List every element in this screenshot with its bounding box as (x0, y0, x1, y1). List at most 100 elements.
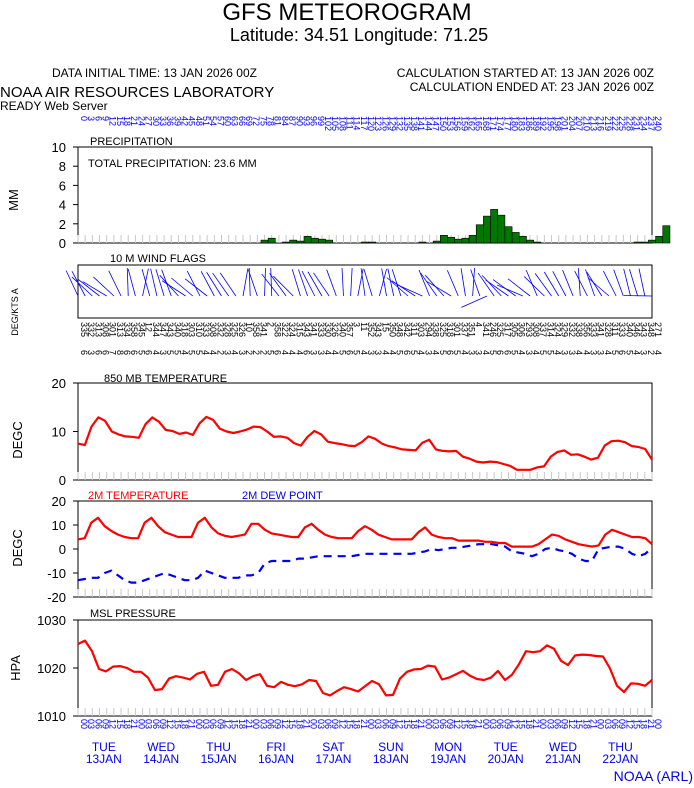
wind-direction-label: 333 (617, 322, 627, 337)
wind-flag (65, 270, 79, 297)
day-of-week-label: THU (608, 740, 633, 754)
wind-flag (446, 270, 459, 297)
utc-hour-label: 06 (553, 719, 563, 729)
forecast-hour-label: 174 (495, 116, 505, 131)
wind-direction-label: 324 (287, 322, 297, 337)
org-name: NOAA AIR RESOURCES LABORATORY (0, 84, 274, 101)
wind-flag (461, 295, 488, 308)
precip-bar (303, 235, 312, 244)
utc-hour-label: 03 (373, 719, 383, 729)
precip-bar (289, 239, 298, 244)
forecast-hour-label: 204 (567, 116, 577, 131)
wind-speed-label: 3 (423, 350, 433, 355)
wind-direction-label: 311 (610, 322, 620, 336)
wind-flag (534, 273, 552, 297)
precip-bar (648, 239, 656, 244)
forecast-hour-label: 72 (251, 116, 261, 126)
wind-flag (161, 280, 186, 297)
wind-direction-label: 332 (215, 322, 225, 337)
wind-direction-label: 314 (545, 322, 555, 337)
forecast-hour-label: 57 (215, 116, 225, 126)
forecast-hour-label: 93 (301, 116, 311, 126)
wind-direction-label: 271 (653, 322, 663, 337)
utc-hour-label: 21 (531, 719, 541, 729)
wind-speed-label: 5 (337, 350, 347, 355)
precip-bar (640, 241, 649, 244)
wind-flag (270, 268, 273, 297)
day-of-week-label: SUN (378, 740, 403, 754)
wind-speed-label: 5 (187, 350, 197, 355)
wind-flag (496, 284, 524, 297)
wind-direction-label: 347 (158, 322, 168, 337)
utc-hour-label: 21 (416, 719, 426, 729)
utc-hour-label: 00 (309, 719, 319, 729)
wind-direction-label: 12 (144, 322, 154, 332)
forecast-hour-label: 228 (624, 116, 634, 131)
wind-speed-label: 2 (244, 350, 254, 355)
forecast-hour-label: 99 (316, 116, 326, 126)
utc-hour-label: 18 (524, 719, 534, 729)
forecast-hour-label: 171 (488, 116, 498, 131)
wind-flag (155, 269, 165, 297)
forecast-hour-label: 111 (344, 116, 354, 130)
wind-direction-label: 325 (438, 322, 448, 337)
wind-flag (378, 268, 387, 297)
t850-panel-frame (77, 382, 653, 481)
utc-hour-label: 00 (423, 719, 433, 729)
wind-direction-label: 341 (258, 322, 268, 337)
date-label: 15JAN (201, 752, 237, 766)
forecast-hour-label: 210 (581, 116, 591, 131)
wind-speed-label: 3 (86, 350, 96, 355)
precip-bar (260, 239, 269, 244)
wind-speed-label: 4 (380, 350, 390, 355)
utc-hour-label: 00 (366, 719, 376, 729)
wind-direction-label: 348 (646, 322, 656, 337)
wind-flag (577, 268, 581, 297)
forecast-hour-label: 39 (172, 116, 182, 126)
wind-flag (587, 277, 610, 297)
utc-hour-label: 03 (603, 719, 613, 729)
wind-speed-label: 4 (459, 350, 469, 355)
forecast-hour-label: 126 (380, 116, 390, 131)
calc-started: CALCULATION STARTED AT: 13 JAN 2026 00Z (397, 66, 654, 80)
wind-direction-label: 310 (194, 322, 204, 337)
wind-flag (206, 272, 222, 297)
date-label: 17JAN (315, 752, 351, 766)
utc-hour-label: 03 (488, 719, 498, 729)
panel-title: 10 M WIND FLAGS (110, 253, 206, 265)
forecast-hour-label: 81 (273, 116, 283, 126)
y-axis-label: DEG/KTS A (10, 288, 20, 336)
forecast-hour-label: 84 (280, 116, 290, 126)
wind-speed-label: 6 (93, 350, 103, 355)
forecast-hour-label: 87 (287, 116, 297, 126)
panel-title: 850 MB TEMPERATURE (104, 373, 227, 385)
forecast-hour-label: 9 (101, 116, 111, 121)
utc-hour-label: 21 (301, 719, 311, 729)
y-tick-label: 1010 (37, 709, 66, 724)
forecast-hour-label: 186 (524, 116, 534, 131)
day-of-week-label: TUE (494, 740, 518, 754)
wind-speed-label: 7 (108, 350, 118, 355)
precip-bar (461, 237, 470, 244)
wind-direction-label: 324 (553, 322, 563, 337)
wind-direction-label: 329 (560, 322, 570, 337)
utc-hour-label: 00 (538, 719, 548, 729)
forecast-hour-label: 141 (416, 116, 426, 131)
precip-bar (504, 226, 513, 244)
wind-speed-label: 4 (574, 350, 584, 355)
utc-hour-label: 15 (459, 719, 469, 729)
wind-direction-label: 305 (510, 322, 520, 337)
wind-speed-label: 4 (323, 350, 333, 355)
wind-speed-label: 4 (151, 350, 161, 355)
utc-hour-label: 18 (409, 719, 419, 729)
wind-flag (141, 268, 151, 297)
wind-flag (477, 272, 495, 297)
utc-hour-label: 00 (481, 719, 491, 729)
utc-hour-label: 18 (581, 719, 591, 729)
forecast-hour-label: 159 (459, 116, 469, 131)
wind-direction-label: 322 (280, 322, 290, 337)
forecast-hour-label: 225 (617, 116, 627, 131)
wind-direction-label: 306 (517, 322, 527, 337)
day-of-week-label: FRI (266, 740, 285, 754)
